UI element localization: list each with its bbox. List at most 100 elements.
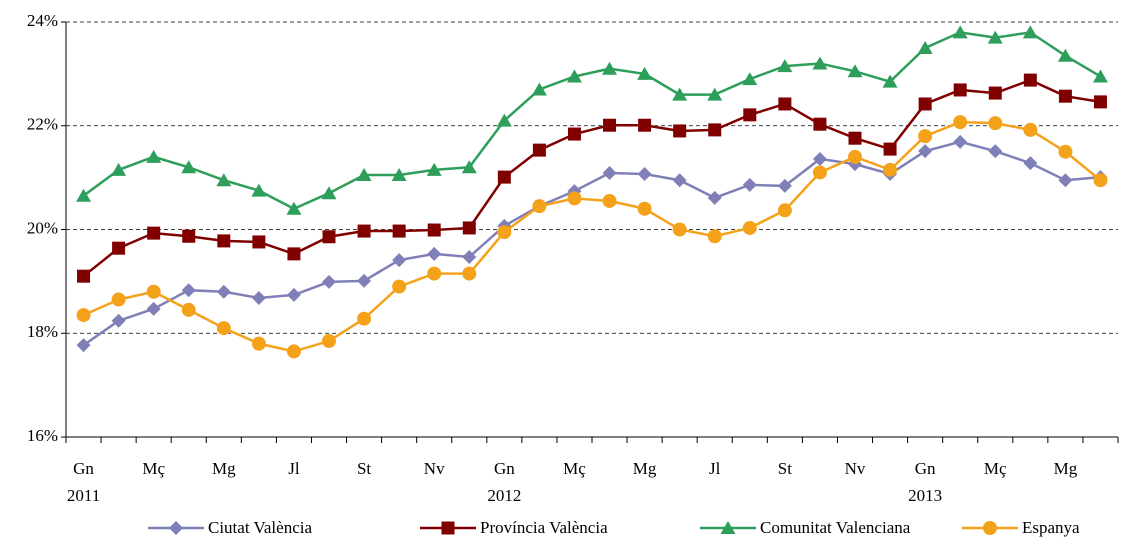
data-point [672,87,688,101]
data-point [182,229,196,243]
x-tick-label: Mg [212,459,236,478]
data-point [673,124,687,138]
data-point [497,225,512,240]
data-point [286,287,301,302]
data-point [532,199,547,214]
data-point [602,193,617,208]
data-point [321,186,337,200]
data-point [532,143,546,157]
x-tick-label: Jl [709,459,721,478]
data-point [883,162,898,177]
legend-label: Comunitat Valenciana [760,518,911,537]
x-tick-label: Mç [142,459,165,478]
y-tick-label: 16% [27,426,58,445]
x-tick-label: Jl [288,459,300,478]
data-point [287,247,301,261]
data-point [953,83,967,97]
legend-marker [169,521,183,535]
data-point [637,166,652,181]
data-point [602,165,617,180]
data-point [427,223,441,237]
data-point [392,253,407,268]
data-point [392,279,407,294]
data-point [426,162,442,176]
data-point [988,116,1003,131]
data-point [392,224,406,238]
data-point [357,273,372,288]
data-point [216,284,231,299]
data-point [76,308,91,323]
data-point [111,162,127,176]
data-point [462,266,477,281]
data-point [356,168,372,182]
data-point [216,173,232,187]
data-point [743,108,757,122]
data-point [952,25,968,39]
data-point [777,59,793,73]
data-point [742,220,757,235]
data-point [672,222,687,237]
data-point [112,241,126,255]
data-point [181,302,196,317]
data-point [322,230,336,244]
y-tick-label: 20% [27,218,58,237]
data-point [847,64,863,78]
data-point [251,290,266,305]
data-point [322,334,336,349]
data-point [76,338,91,353]
data-point [1023,122,1038,137]
x-tick-label: St [357,459,371,478]
data-point [146,284,161,299]
data-point [216,321,231,336]
data-point [567,191,582,206]
data-point [252,235,266,249]
data-point [1093,95,1107,109]
data-point [918,129,933,144]
data-point [742,72,758,86]
data-point [251,336,266,351]
data-point [637,201,652,216]
y-tick-label: 24% [27,11,58,30]
x-tick-label: St [778,459,792,478]
data-point [988,86,1002,100]
data-point [603,118,617,132]
data-point [953,134,968,149]
data-point [707,229,722,244]
x-tick-label: Mç [563,459,586,478]
data-point [953,115,968,130]
series-line [82,140,1101,347]
data-point [146,301,161,316]
data-point [217,234,231,248]
data-point [988,144,1003,159]
x-tick-label: Nv [845,459,866,478]
data-point [76,188,92,202]
year-label: 2011 [67,486,100,505]
data-point [427,246,442,261]
data-point [497,170,511,184]
data-point [147,226,161,240]
data-point [987,30,1003,44]
data-point [77,269,91,283]
data-point [742,177,757,192]
data-point [1092,69,1108,83]
year-label: 2012 [487,486,521,505]
data-point [357,311,372,326]
data-point [637,66,653,80]
data-point [461,160,477,174]
data-point [1023,73,1037,87]
data-point [427,266,442,281]
data-point [1058,144,1073,159]
data-point [566,69,582,83]
x-tick-label: Gn [915,459,936,478]
data-point [251,183,267,197]
data-point [111,313,126,328]
data-point [391,168,407,182]
data-point [357,224,371,238]
data-point [1058,89,1072,103]
x-tick-label: Mç [984,459,1007,478]
data-point [848,131,862,145]
series-line [82,31,1102,211]
data-point [1058,173,1073,188]
data-point [813,117,827,131]
data-point [707,190,722,205]
